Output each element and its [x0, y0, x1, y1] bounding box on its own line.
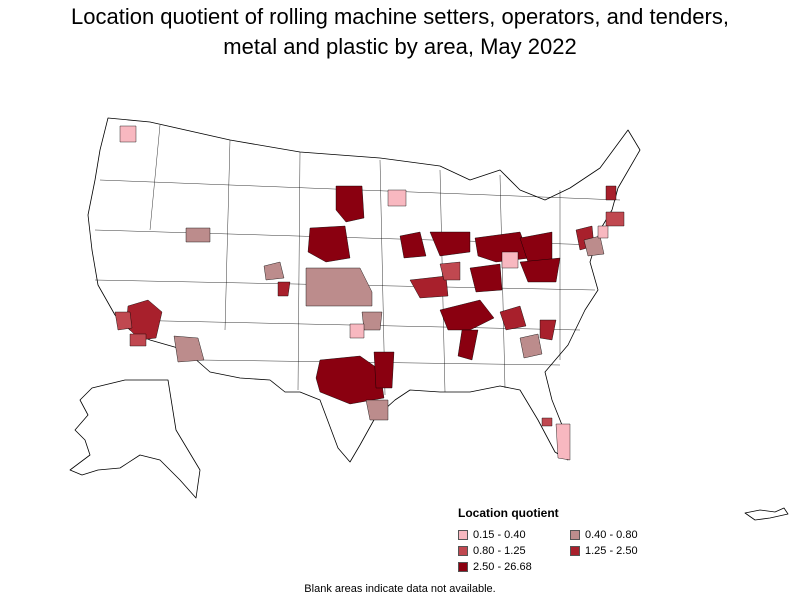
- legend-swatch: [570, 529, 580, 540]
- lq-class-lowest: [119, 125, 609, 461]
- legend-title: Location quotient: [458, 506, 559, 520]
- legend-label: 0.40 - 0.80: [585, 528, 638, 541]
- map-title: Location quotient of rolling machine set…: [0, 2, 800, 62]
- map-legend: Location quotient 0.15 - 0.40 0.40 - 0.8…: [458, 506, 698, 573]
- legend-swatch: [458, 561, 468, 572]
- legend-label: 0.80 - 1.25: [473, 544, 526, 557]
- lq-class-highest: [307, 185, 561, 405]
- footnote: Blank areas indicate data not available.: [304, 583, 496, 595]
- legend-label: 1.25 - 2.50: [585, 544, 638, 557]
- lq-class-mid: [114, 211, 625, 427]
- legend-swatch: [570, 545, 580, 556]
- legend-item: 0.40 - 0.80: [570, 528, 682, 541]
- title-line-2: metal and plastic by area, May 2022: [223, 34, 577, 59]
- legend-item: 0.15 - 0.40: [458, 528, 570, 541]
- legend-item: 0.80 - 1.25: [458, 544, 570, 557]
- legend-item: 1.25 - 2.50: [570, 544, 682, 557]
- legend-swatch: [458, 529, 468, 540]
- legend-item: 2.50 - 26.68: [458, 560, 570, 573]
- legend-label: 2.50 - 26.68: [473, 560, 532, 573]
- legend-swatch: [458, 545, 468, 556]
- lq-class-low: [173, 227, 605, 421]
- title-line-1: Location quotient of rolling machine set…: [71, 4, 729, 29]
- legend-label: 0.15 - 0.40: [473, 528, 526, 541]
- hawaii-islands: [744, 507, 789, 521]
- alaska-outline: [69, 379, 201, 499]
